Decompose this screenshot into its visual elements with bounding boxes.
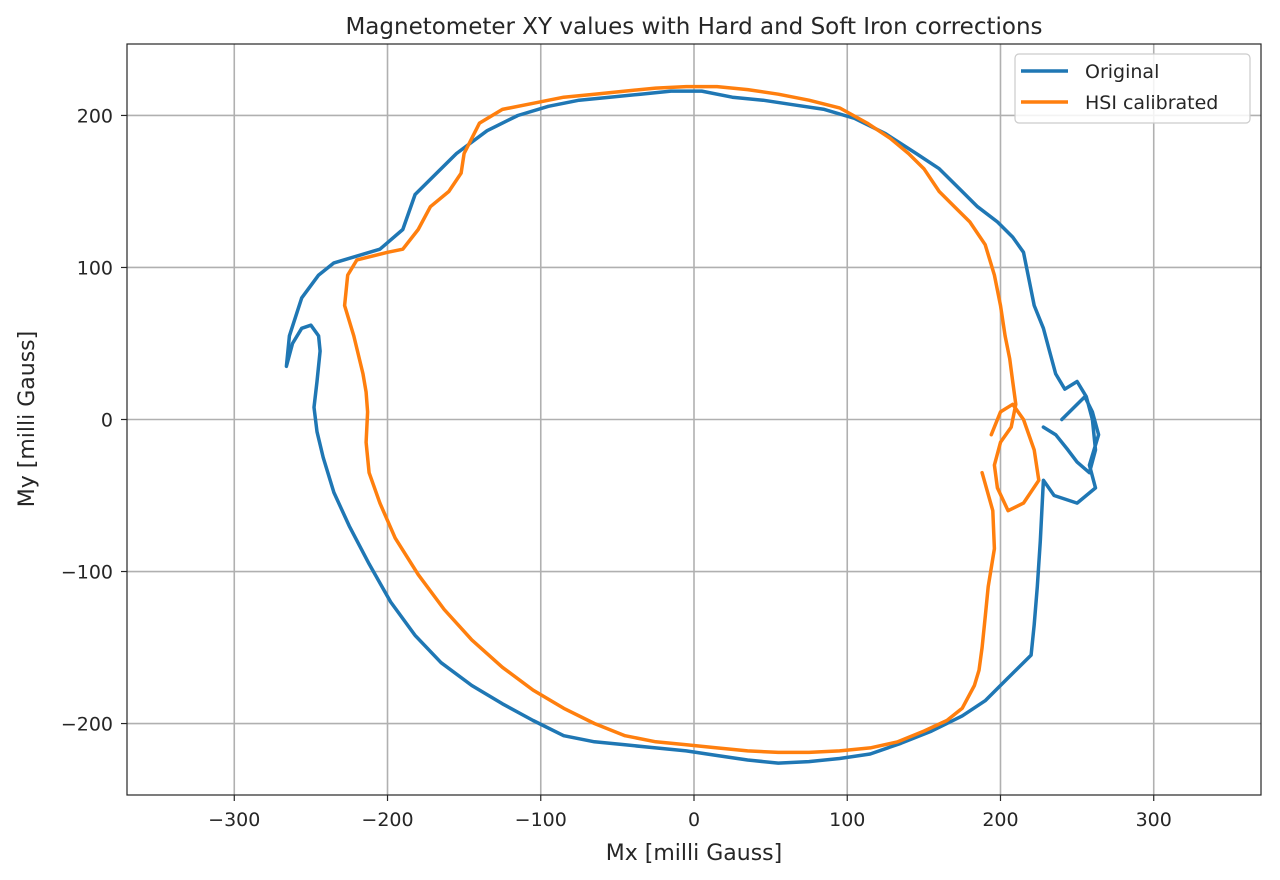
y-tick-label: −200 — [61, 714, 113, 736]
x-tick-label: 200 — [982, 809, 1018, 831]
y-tick-label: 100 — [77, 257, 113, 279]
x-axis-label: Mx [milli Gauss] — [606, 841, 782, 866]
ticks: −300 −200 −100 0 100 200 300 −200 −100 0 100 200 — [61, 105, 1172, 831]
x-tick-label: 0 — [688, 809, 700, 831]
x-tick-label: 100 — [829, 809, 865, 831]
x-tick-label: −100 — [515, 809, 567, 831]
series-line-original — [284, 89, 1101, 765]
x-tick-label: −300 — [208, 809, 260, 831]
chart-title: Magnetometer XY values with Hard and Sof… — [345, 14, 1042, 40]
y-axis-label: My [milli Gauss] — [15, 331, 40, 507]
y-tick-label: 0 — [101, 410, 113, 432]
y-tick-label: −100 — [61, 562, 113, 584]
legend-label-original: Original — [1085, 61, 1159, 83]
y-tick-label: 200 — [77, 105, 113, 127]
grid — [127, 44, 1261, 795]
series-line-hsi-calibrated — [342, 84, 1041, 755]
x-tick-label: 300 — [1136, 809, 1172, 831]
series-layer — [284, 84, 1101, 765]
legend-label-hsi-calibrated: HSI calibrated — [1085, 92, 1218, 114]
legend: Original HSI calibrated — [1014, 53, 1251, 124]
x-tick-label: −200 — [361, 809, 413, 831]
legend-box — [1014, 53, 1251, 124]
